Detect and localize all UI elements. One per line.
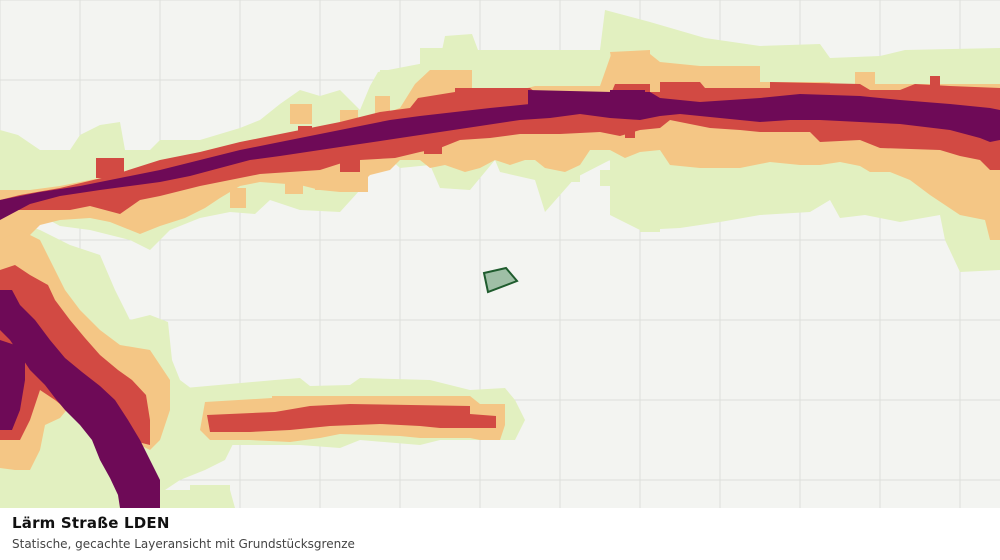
layer-title: Lärm Straße LDEN bbox=[12, 514, 170, 532]
map-caption: Lärm Straße LDEN Statische, gecachte Lay… bbox=[0, 508, 1000, 560]
map-view[interactable] bbox=[0, 0, 1000, 508]
parcel-boundary[interactable] bbox=[482, 266, 519, 294]
noise-layer-map bbox=[0, 0, 1000, 508]
noise-band-level-4 bbox=[0, 90, 1000, 508]
layer-subtitle: Statische, gecachte Layeransicht mit Gru… bbox=[12, 537, 355, 551]
